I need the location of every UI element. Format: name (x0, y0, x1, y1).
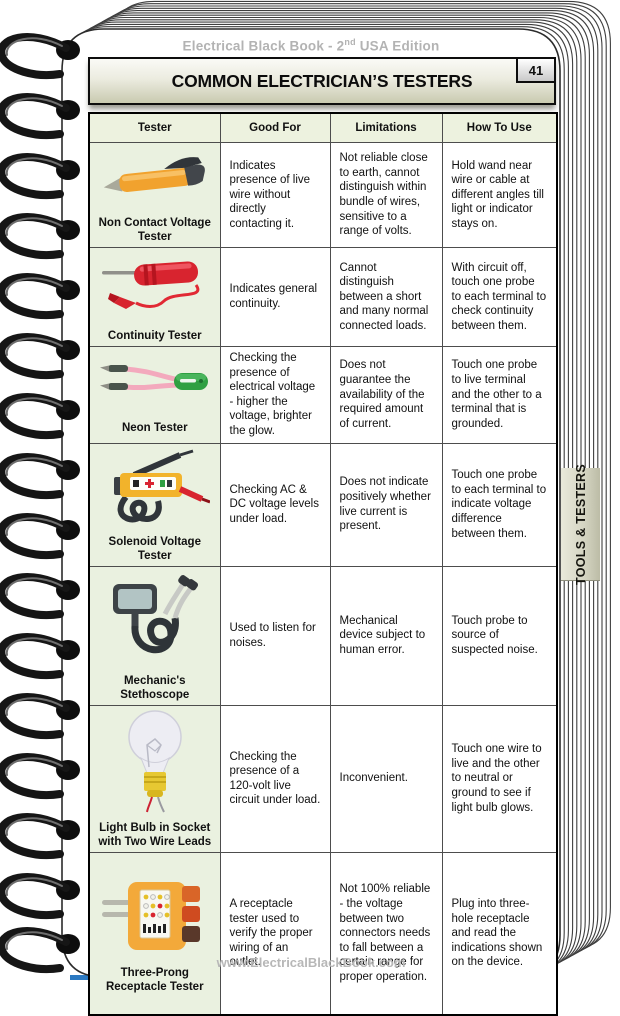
tester-name: Continuity Tester (107, 330, 202, 343)
table-header-row: Tester Good For Limitations How To Use (88, 112, 558, 143)
table-row: Mechanic's Stethoscope Used to listen fo… (88, 565, 558, 706)
good-for-cell: Used to listen for noises. (219, 565, 331, 706)
table-row: Non Contact Voltage Tester Indicates pre… (88, 141, 558, 249)
how-to-use-cell: With circuit off, touch one probe to eac… (441, 247, 558, 348)
page-number-badge: 41 (516, 57, 556, 83)
book-page: Electrical Black Book - 2nd USA Edition … (62, 29, 560, 1016)
how-to-use-cell: Touch one probe to each terminal to indi… (441, 442, 558, 567)
table-row: Neon Tester Checking the presence of ele… (88, 346, 558, 444)
col-header-tester: Tester (88, 112, 221, 143)
col-header-how-to-use: How To Use (441, 112, 558, 143)
mechanics-stethoscope-icon (112, 574, 198, 653)
testers-table: Tester Good For Limitations How To Use N… (88, 112, 558, 1016)
good-for-cell: Checking the presence of electrical volt… (219, 346, 331, 444)
how-to-use-cell: Hold wand near wire or cable at differen… (441, 141, 558, 249)
limitations-cell: Does not indicate positively whether liv… (329, 442, 443, 567)
table-row: Light Bulb in Socket with Two Wire Leads… (88, 704, 558, 853)
limitations-cell: Inconvenient. (329, 704, 443, 853)
tester-name: Solenoid Voltage Tester (108, 535, 201, 562)
how-to-use-cell: Touch one wire to live and the other to … (441, 704, 558, 853)
limitations-cell: Not reliable close to earth, cannot dist… (329, 141, 443, 249)
good-for-cell: Checking the presence of a 120-volt live… (219, 704, 331, 853)
good-for-cell: A receptacle tester used to verify the p… (219, 851, 331, 1016)
tester-name: Light Bulb in Socket with Two Wire Leads (98, 821, 212, 848)
three-prong-receptacle-tester-icon (101, 882, 200, 951)
limitations-cell: Mechanical device subject to human error… (329, 565, 443, 706)
good-for-cell: Indicates general continuity. (219, 247, 331, 348)
table-row: Three-Prong Receptacle Tester A receptac… (88, 851, 558, 1016)
tester-name: Non Contact Voltage Tester (98, 217, 211, 244)
light-bulb-socket-icon (128, 709, 182, 813)
side-tab-tools-testers: TOOLS & TESTERS (561, 464, 600, 584)
col-header-limitations: Limitations (329, 112, 443, 143)
table-title-bar: COMMON ELECTRICIAN’S TESTERS 41 (88, 57, 556, 105)
solenoid-voltage-tester-icon (113, 449, 211, 522)
good-for-cell: Checking AC & DC voltage levels under lo… (219, 442, 331, 567)
how-to-use-cell: Touch one probe to live terminal and the… (441, 346, 558, 444)
testers-table-body: Non Contact Voltage Tester Indicates pre… (88, 141, 558, 1016)
tester-name: Mechanic's Stethoscope (120, 674, 190, 701)
col-header-good-for: Good For (219, 112, 331, 143)
spiral-binding (0, 0, 95, 980)
side-tab-label: TOOLS & TESTERS (573, 463, 588, 585)
page-header: Electrical Black Book - 2nd USA Edition (182, 37, 440, 54)
good-for-cell: Indicates presence of live wire without … (219, 141, 331, 249)
tester-name: Three-Prong Receptacle Tester (105, 967, 204, 994)
table-row: Solenoid Voltage Tester Checking AC & DC… (88, 442, 558, 567)
limitations-cell: Does not guarantee the availability of t… (329, 346, 443, 444)
footer-url: www.ElectricalBlackBook.com (216, 955, 406, 970)
page-title: COMMON ELECTRICIAN’S TESTERS (171, 70, 473, 91)
limitations-cell: Not 100% reliable - the voltage between … (329, 851, 443, 1016)
neon-tester-icon (99, 364, 208, 390)
how-to-use-cell: Plug into three-hole receptacle and read… (441, 851, 558, 1016)
non-contact-voltage-tester-icon (103, 157, 205, 193)
table-row: Continuity Tester Indicates general cont… (88, 247, 558, 348)
continuity-tester-icon (101, 261, 200, 310)
how-to-use-cell: Touch probe to source of suspected noise… (441, 565, 558, 706)
limitations-cell: Cannot distinguish between a short and m… (329, 247, 443, 348)
tester-name: Neon Tester (121, 421, 188, 434)
